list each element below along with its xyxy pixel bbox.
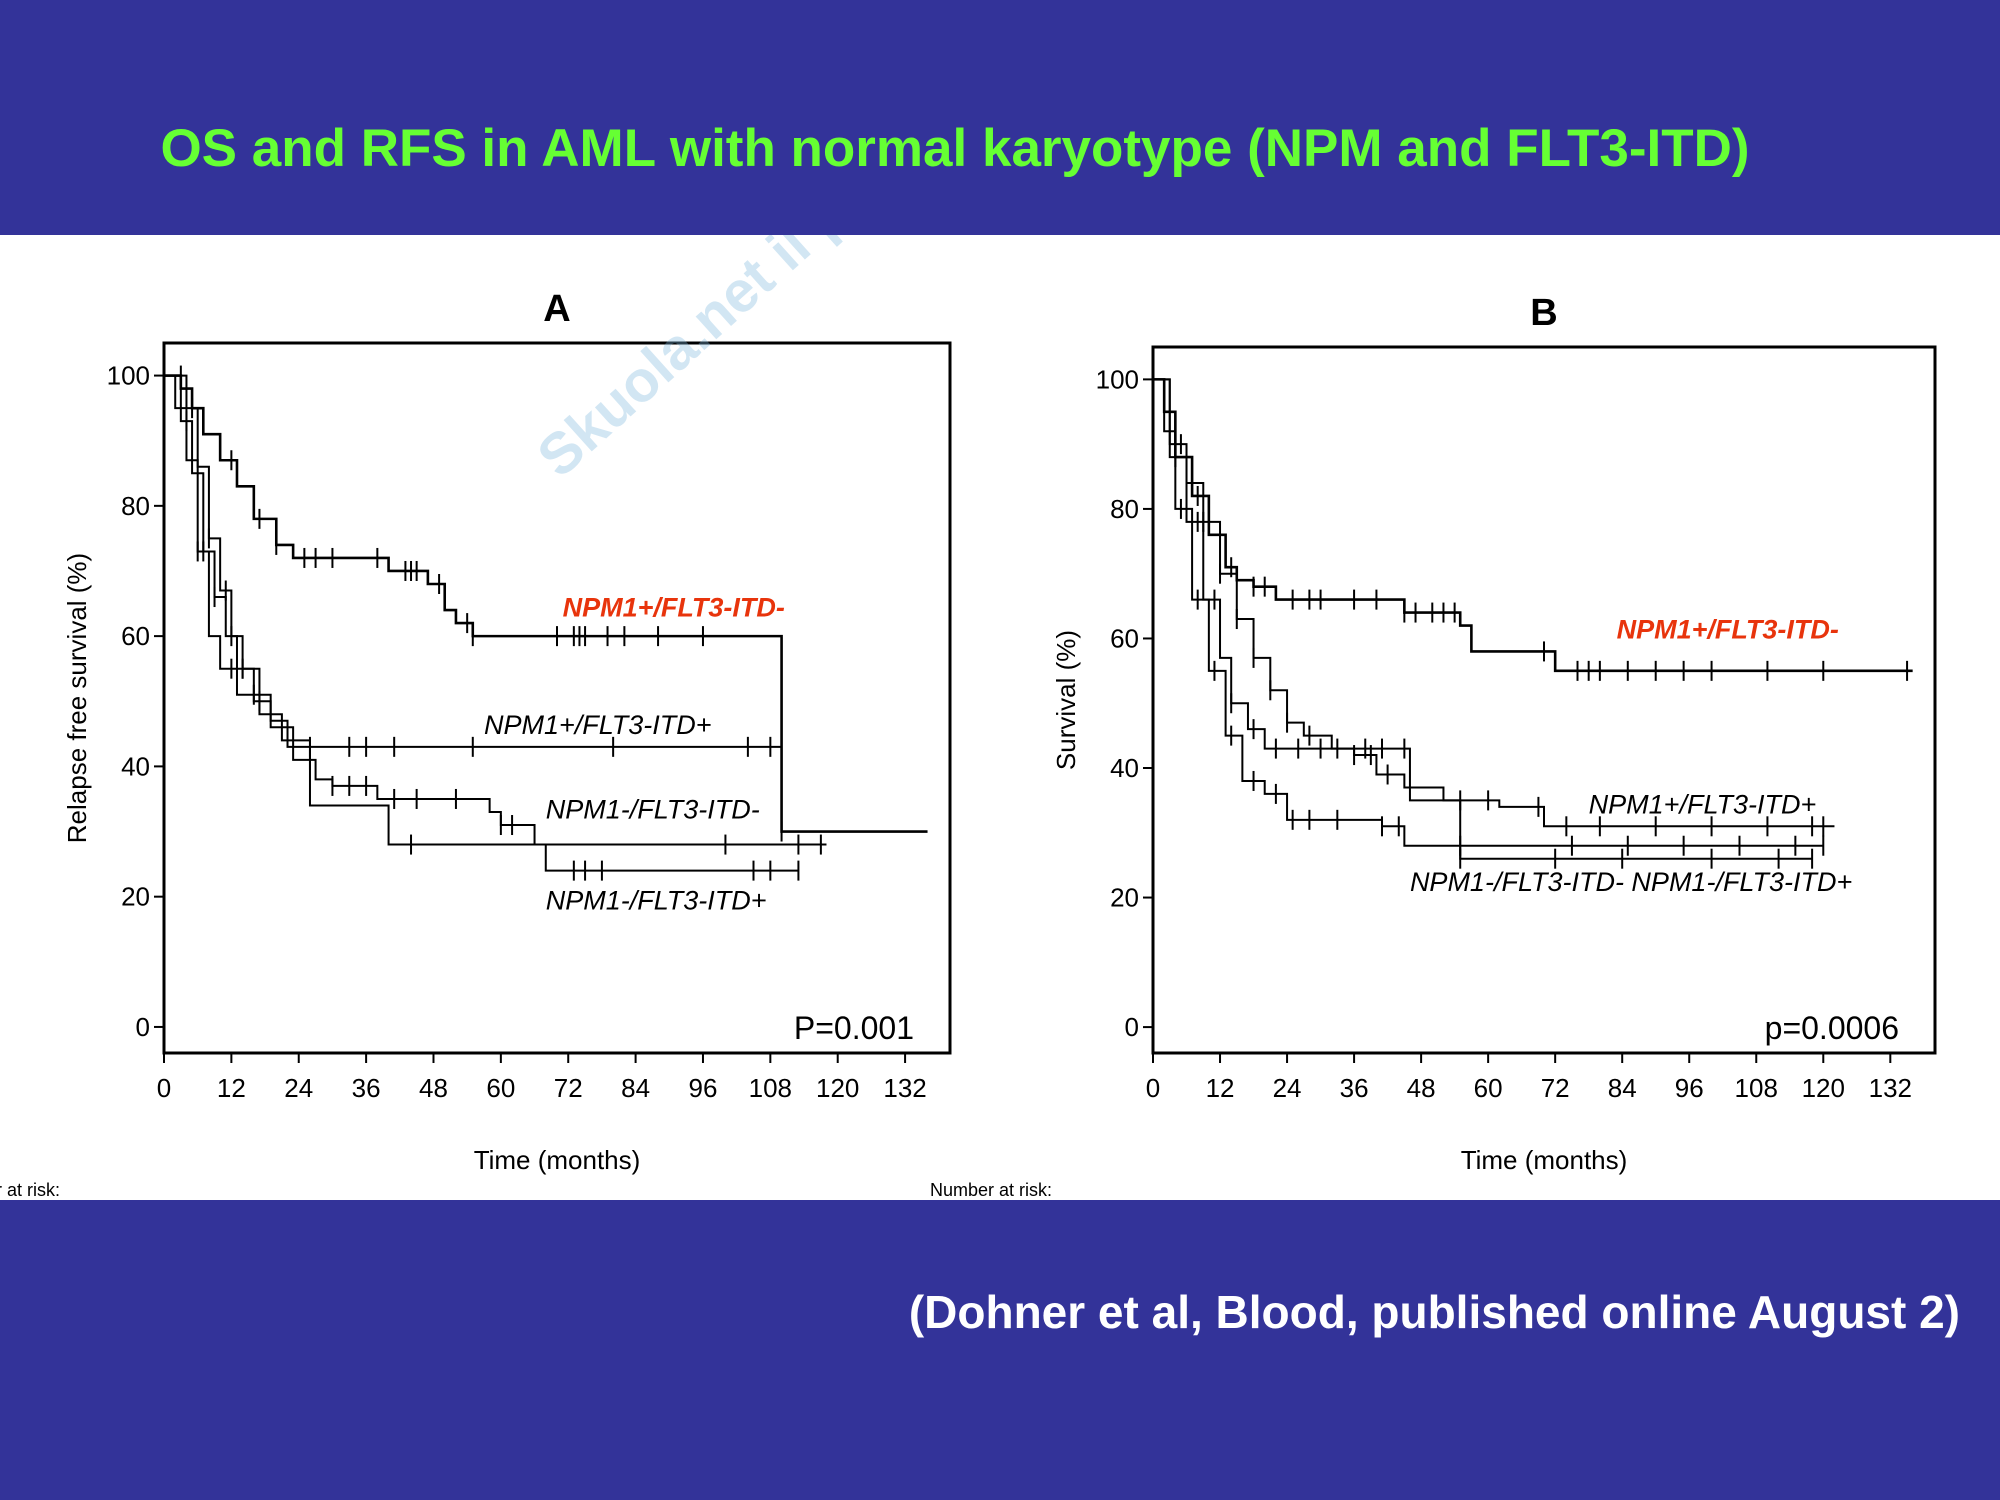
chart-b-x-tick-label: 84 — [1608, 1073, 1637, 1103]
chart-b-panel-label: B — [1530, 292, 1557, 334]
chart-b-x-tick-label: 0 — [1146, 1073, 1160, 1103]
chart-a-x-tick-label: 96 — [689, 1073, 718, 1103]
chart-b-series-label: NPM1+/FLT3-ITD+ — [1589, 789, 1817, 819]
chart-b-x-tick-label: 48 — [1407, 1073, 1436, 1103]
chart-a-series-line — [164, 374, 928, 833]
chart-b-x-tick-label: 132 — [1869, 1073, 1912, 1103]
figure-panel: A 0 20 40 60 80 100 0 12 24 36 48 60 72 84 96 108 120 132 T… — [0, 0, 2000, 1200]
chart-b-series-label: NPM1+/FLT3-ITD- — [1617, 614, 1839, 644]
chart-b-x-tick-label: 108 — [1735, 1073, 1778, 1103]
chart-a-p-value: P=0.001 — [794, 1010, 914, 1046]
chart-a-y-axis-title: Relapse free survival (%) — [62, 553, 92, 843]
chart-b-y-tick-label: 60 — [1110, 623, 1139, 653]
watermark-logo: Skuola.net il paradiso dello studente — [525, 235, 1318, 490]
chart-b-y-tick-label: 100 — [1096, 364, 1139, 394]
chart-b-x-axis-title: Time (months) — [1461, 1145, 1628, 1175]
chart-b-number-at-risk: Number at risk: — [930, 1180, 1052, 1200]
chart-a-series-line — [164, 374, 782, 748]
chart-a-y-tick-label: 80 — [121, 491, 150, 521]
chart-a-x-tick-label: 60 — [486, 1073, 515, 1103]
chart-b-plot-frame — [1151, 345, 1937, 1055]
chart-a-y-tick-label: 60 — [121, 621, 150, 651]
chart-b-series-line — [1153, 378, 1824, 847]
chart-b-x-tick-label: 24 — [1273, 1073, 1302, 1103]
chart-b-x-tick-label: 12 — [1206, 1073, 1235, 1103]
chart-b-x-tick-label: 72 — [1541, 1073, 1570, 1103]
chart-a-y-tick-label: 100 — [107, 361, 150, 391]
chart-b-x-tick-label: 60 — [1474, 1073, 1503, 1103]
chart-b-y-tick-label: 80 — [1110, 494, 1139, 524]
chart-b-y-axis-title: Survival (%) — [1051, 630, 1081, 770]
chart-a-x-tick-label: 24 — [284, 1073, 313, 1103]
chart-a-series-label: NPM1-/FLT3-ITD- — [546, 795, 760, 825]
chart-a-x-tick-label: 12 — [217, 1073, 246, 1103]
chart-a-x-tick-label: 132 — [883, 1073, 926, 1103]
chart-b-x-tick-label: 36 — [1340, 1073, 1369, 1103]
chart-b-y-tick-label: 20 — [1110, 883, 1139, 913]
chart-a-y-tick-label: 40 — [121, 751, 150, 781]
chart-a-y-tick-label: 0 — [136, 1012, 150, 1042]
chart-a-panel-label: A — [543, 288, 570, 330]
chart-a-series-label: NPM1+/FLT3-ITD+ — [484, 710, 712, 740]
chart-a-x-tick-label: 48 — [419, 1073, 448, 1103]
chart-a-series-label: NPM1-/FLT3-ITD+ — [546, 886, 767, 916]
chart-a-x-axis-title: Time (months) — [474, 1145, 641, 1175]
chart-a-y-tick-label: 20 — [121, 882, 150, 912]
chart-b-y-tick-label: 40 — [1110, 753, 1139, 783]
chart-b-y-tick-label: 0 — [1125, 1012, 1139, 1042]
citation: (Dohner et al, Blood, published online A… — [908, 1286, 1960, 1338]
chart-a-series-label: NPM1+/FLT3-ITD- — [563, 593, 785, 623]
slide-title: OS and RFS in AML with normal karyotype … — [160, 119, 1750, 178]
chart-a-series-line — [164, 374, 799, 872]
chart-a-plot-frame — [162, 341, 952, 1055]
chart-a-number-at-risk: Number at risk: — [0, 1180, 60, 1200]
chart-b-p-value: p=0.0006 — [1765, 1010, 1899, 1046]
chart-b-x-tick-label: 96 — [1675, 1073, 1704, 1103]
chart-b-series-line — [1153, 378, 1813, 860]
chart-a-x-tick-label: 0 — [157, 1073, 171, 1103]
chart-a-x-tick-label: 120 — [816, 1073, 859, 1103]
chart-b-x-tick-label: 120 — [1802, 1073, 1845, 1103]
chart-a-x-tick-label: 36 — [352, 1073, 381, 1103]
chart-a-series-line — [164, 374, 827, 846]
chart-a-x-tick-label: 84 — [621, 1073, 650, 1103]
chart-b-series-line — [1153, 378, 1835, 828]
chart-a-x-tick-label: 108 — [749, 1073, 792, 1103]
chart-b-series-label: NPM1-/FLT3-ITD- NPM1-/FLT3-ITD+ — [1410, 867, 1852, 897]
chart-a-x-tick-label: 72 — [554, 1073, 583, 1103]
